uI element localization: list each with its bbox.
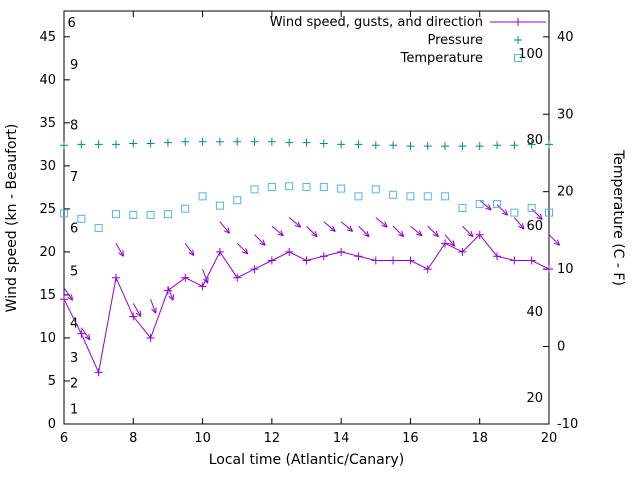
beaufort-label: 7 xyxy=(70,170,78,185)
temperature-series xyxy=(60,182,553,233)
y-left-tick-label: 20 xyxy=(39,245,56,260)
y-left-axis-ticks: 0 5 10 15 20 25 30 35 40 45 xyxy=(39,30,70,432)
x-axis-ticks: 6 8 10 12 14 16 18 20 xyxy=(60,11,557,446)
inside-label: 6 xyxy=(67,16,75,31)
wind-speed-series xyxy=(60,230,553,377)
legend-label: Temperature xyxy=(400,51,483,66)
pressure-series xyxy=(60,137,553,151)
x-tick-label: 10 xyxy=(194,431,211,446)
beaufort-label: 1 xyxy=(70,402,78,417)
x-tick-label: 6 xyxy=(60,431,68,446)
y-left-tick-label: 45 xyxy=(39,30,56,45)
y-left-tick-label: 25 xyxy=(39,202,56,217)
y-right-tick-label: 40 xyxy=(557,30,574,45)
y-left-tick-label: 0 xyxy=(48,417,56,432)
fahrenheit-label: 20 xyxy=(526,391,543,406)
y-left-tick-label: 40 xyxy=(39,73,56,88)
y-right-tick-label: 0 xyxy=(557,340,565,355)
x-tick-label: 16 xyxy=(402,431,419,446)
fahrenheit-label: 80 xyxy=(526,133,543,148)
y-right-axis-label: Temperature (C - F) xyxy=(610,149,626,286)
beaufort-label: 5 xyxy=(70,265,78,280)
beaufort-label: 8 xyxy=(70,118,78,133)
x-tick-label: 20 xyxy=(541,431,558,446)
fahrenheit-label: 60 xyxy=(526,219,543,234)
y-left-tick-label: 35 xyxy=(39,116,56,131)
legend: Wind speed, gusts, and direction Pressure… xyxy=(270,15,546,66)
y-right-axis-ticks: -10 0 10 20 30 40 xyxy=(543,30,578,432)
beaufort-label: 2 xyxy=(70,377,78,392)
y-left-tick-label: 5 xyxy=(48,374,56,389)
x-tick-label: 8 xyxy=(129,431,137,446)
y-left-axis-label: Wind speed (kn - Beaufort) xyxy=(4,124,20,313)
beaufort-scale-labels: 1 2 3 4 5 6 7 8 9 xyxy=(70,58,78,417)
beaufort-label: 4 xyxy=(70,316,78,331)
legend-label: Pressure xyxy=(427,33,483,48)
y-right-tick-label: -10 xyxy=(557,417,578,432)
y-right-tick-label: 30 xyxy=(557,107,574,122)
axis-titles: Local time (Atlantic/Canary) Wind speed (… xyxy=(4,124,626,468)
y-right-tick-label: 20 xyxy=(557,185,574,200)
extra-labels: 6 xyxy=(67,16,75,31)
fahrenheit-label: 40 xyxy=(526,305,543,320)
y-left-tick-label: 30 xyxy=(39,159,56,174)
x-tick-label: 14 xyxy=(333,431,350,446)
x-axis-label: Local time (Atlantic/Canary) xyxy=(209,452,405,468)
beaufort-label: 9 xyxy=(70,58,78,73)
y-left-tick-label: 10 xyxy=(39,331,56,346)
beaufort-label: 6 xyxy=(70,222,78,237)
y-left-tick-label: 15 xyxy=(39,288,56,303)
x-tick-label: 12 xyxy=(264,431,281,446)
plot-border xyxy=(63,10,550,425)
legend-label: Wind speed, gusts, and direction xyxy=(270,15,483,30)
y-right-tick-label: 10 xyxy=(557,262,574,277)
x-tick-label: 18 xyxy=(471,431,488,446)
wind-gust-arrows xyxy=(63,199,561,341)
fahrenheit-label: 100 xyxy=(518,47,543,62)
beaufort-label: 3 xyxy=(70,351,78,366)
